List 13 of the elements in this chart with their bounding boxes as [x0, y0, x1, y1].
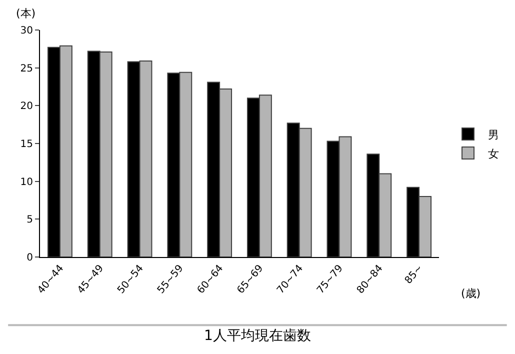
y-tick-label: 0 [26, 252, 33, 264]
x-axis-title: (歳) [461, 287, 481, 300]
y-tick-label: 15 [20, 139, 33, 150]
y-tick-label: 10 [20, 176, 33, 188]
y-tick-label: 5 [26, 214, 33, 226]
legend-label: 男 [488, 128, 499, 142]
y-tick-label: 25 [20, 63, 33, 74]
y-tick-label: 20 [20, 101, 33, 112]
x-tick-label: 85~ [403, 263, 426, 286]
legend-label: 女 [488, 147, 499, 160]
text: 1人平均現在歯数 [204, 328, 311, 344]
y-axis-title: (本) [16, 7, 36, 20]
y-tick-label: 30 [20, 26, 33, 36]
